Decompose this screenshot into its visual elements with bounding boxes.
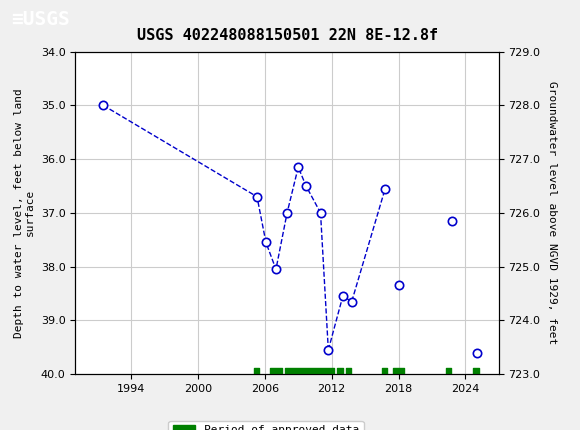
Text: ≡USGS: ≡USGS <box>12 10 70 29</box>
Y-axis label: Depth to water level, feet below land
surface: Depth to water level, feet below land su… <box>14 88 35 338</box>
Y-axis label: Groundwater level above NGVD 1929, feet: Groundwater level above NGVD 1929, feet <box>547 81 557 344</box>
Title: USGS 402248088150501 22N 8E-12.8f: USGS 402248088150501 22N 8E-12.8f <box>136 28 438 43</box>
Legend: Period of approved data: Period of approved data <box>168 421 364 430</box>
